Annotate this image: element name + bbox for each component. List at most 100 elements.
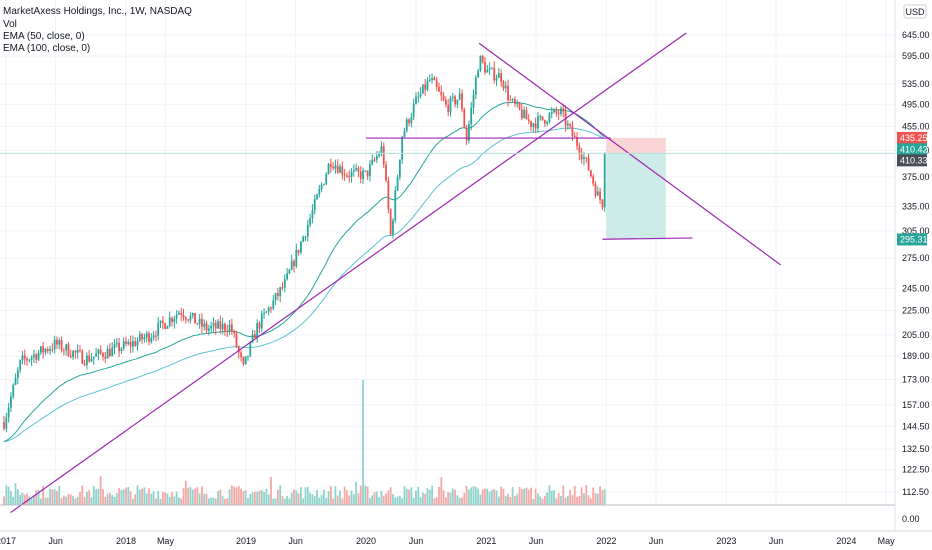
candle-body	[69, 355, 72, 358]
candle-body	[7, 407, 10, 418]
volume-bar	[334, 486, 337, 505]
currency-box[interactable]	[903, 4, 927, 19]
candle	[19, 359, 22, 374]
candle	[295, 243, 298, 269]
candle	[403, 127, 406, 138]
candle-body	[217, 321, 219, 329]
candle	[56, 336, 58, 350]
candle	[62, 347, 65, 356]
candle	[364, 170, 367, 173]
candle	[194, 312, 196, 324]
position-tool[interactable]	[606, 137, 666, 240]
candle-body	[145, 333, 148, 338]
candle	[74, 350, 77, 359]
candle-body	[573, 136, 576, 138]
candle	[207, 324, 210, 336]
trendline-target-line[interactable]	[602, 237, 693, 240]
candle	[566, 120, 569, 130]
candle-body	[323, 183, 325, 185]
price-label-bg	[897, 131, 927, 144]
take-profit-zone[interactable]	[606, 153, 666, 240]
volume-bar	[463, 493, 466, 505]
candle-body	[534, 123, 537, 129]
y-tick-label: 225.00	[902, 306, 930, 316]
candle	[438, 82, 440, 92]
candle	[226, 324, 229, 338]
candle-body	[424, 84, 427, 90]
candle-body	[49, 349, 51, 351]
trendlines[interactable]	[10, 32, 781, 514]
candle	[306, 219, 309, 242]
volume-bar	[421, 492, 424, 505]
volume-bar	[323, 489, 325, 505]
volume-bar	[37, 489, 40, 505]
candle-body	[587, 157, 590, 171]
ema-50-line[interactable]	[3, 101, 605, 442]
candle-body	[470, 107, 473, 125]
candle	[587, 153, 590, 171]
candle	[79, 345, 81, 353]
volume-bar	[88, 490, 91, 505]
candle	[10, 392, 12, 412]
volume-bar	[274, 498, 277, 505]
volume-bar	[348, 495, 351, 505]
volume-bar	[394, 497, 397, 505]
volume-bar	[106, 493, 109, 505]
candle	[382, 142, 385, 169]
y-tick-label: 535.00	[902, 79, 930, 89]
candle-body	[417, 96, 420, 98]
volume-bar	[329, 486, 332, 505]
volume-bar	[403, 486, 406, 505]
volume-bar	[518, 486, 521, 505]
candle	[474, 74, 477, 100]
candle-body	[435, 80, 438, 88]
volume-bar	[122, 489, 125, 505]
candle	[217, 318, 219, 329]
volume-bar	[240, 488, 242, 505]
x-tick-label: Jun	[288, 536, 303, 546]
currency-label[interactable]: USD	[905, 7, 925, 17]
indicator-ema-50[interactable]: EMA (50, close, 0)	[3, 31, 85, 42]
indicator-ema-100[interactable]: EMA (100, close, 0)	[3, 43, 90, 54]
indicator-vol[interactable]: Vol	[3, 19, 17, 30]
candle	[67, 341, 70, 357]
candle-body	[569, 123, 572, 126]
trendline-falling-resistance[interactable]	[478, 42, 781, 266]
volume-bar	[546, 492, 549, 505]
candle-body	[311, 210, 314, 219]
candle	[228, 319, 231, 336]
candle	[58, 337, 61, 350]
candle-body	[290, 260, 293, 270]
time-axis[interactable]: 2017 Jun 2018 May 2019 Jun 2020 Jun 2021 Jun 2022 J…	[0, 536, 895, 546]
candle	[431, 73, 433, 84]
currency-selector[interactable]: USD	[903, 4, 927, 19]
volume-bar	[472, 486, 475, 505]
volume-bar	[468, 489, 470, 505]
volume-bar	[562, 485, 565, 505]
volume-bar	[525, 487, 528, 505]
candle-body	[541, 116, 544, 120]
candle-body	[313, 199, 316, 211]
candle	[495, 74, 498, 86]
candle-body	[412, 103, 415, 117]
candle	[3, 416, 5, 431]
candle	[97, 348, 100, 361]
candle-body	[240, 352, 242, 358]
candle	[196, 322, 199, 326]
volume-bar	[42, 485, 45, 505]
ema-50-path[interactable]	[3, 101, 605, 442]
volume-bar	[155, 498, 157, 505]
candle	[514, 96, 516, 107]
candle-body	[152, 335, 155, 338]
candle-body	[415, 96, 417, 104]
price-axis[interactable]: 645.00595.00535.00495.00455.00415.00375.…	[902, 30, 930, 524]
candle	[417, 91, 420, 103]
y-tick-label: 495.00	[902, 99, 930, 109]
stop-loss-zone[interactable]	[606, 137, 666, 154]
candle-body	[371, 159, 374, 165]
candle-body	[401, 136, 404, 160]
candle	[53, 335, 56, 354]
